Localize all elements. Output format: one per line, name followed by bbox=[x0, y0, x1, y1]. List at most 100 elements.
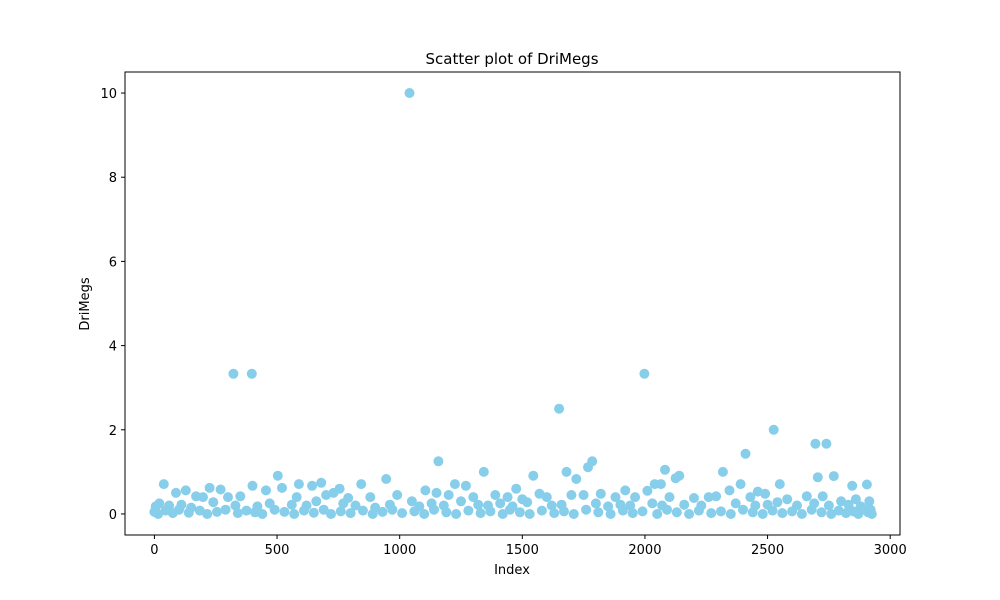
data-point bbox=[605, 509, 616, 519]
data-point bbox=[441, 507, 452, 518]
data-point bbox=[350, 500, 361, 511]
data-point bbox=[670, 473, 681, 484]
data-point bbox=[367, 509, 378, 519]
data-point bbox=[828, 471, 839, 482]
data-point bbox=[272, 470, 283, 481]
data-point bbox=[356, 479, 367, 490]
data-point bbox=[514, 507, 525, 518]
x-axis-label: Index bbox=[494, 563, 530, 578]
data-point bbox=[693, 505, 704, 516]
data-point bbox=[745, 492, 756, 503]
x-tick-label: 500 bbox=[265, 543, 290, 558]
data-point bbox=[630, 492, 641, 503]
data-point bbox=[581, 504, 592, 515]
data-point bbox=[335, 506, 346, 517]
data-point bbox=[279, 506, 290, 517]
data-point bbox=[730, 498, 741, 509]
data-point bbox=[198, 492, 208, 503]
data-point bbox=[524, 509, 535, 519]
data-point bbox=[180, 485, 191, 496]
data-point bbox=[823, 500, 834, 511]
y-axis-label: DriMegs bbox=[78, 277, 93, 330]
data-point bbox=[460, 480, 471, 491]
data-point bbox=[328, 487, 339, 498]
data-point bbox=[536, 505, 547, 516]
data-point bbox=[593, 507, 604, 518]
data-point bbox=[706, 508, 717, 519]
data-point bbox=[559, 506, 569, 517]
data-point bbox=[717, 466, 728, 477]
y-tick-label: 0 bbox=[109, 508, 117, 523]
data-point bbox=[387, 504, 398, 515]
data-point bbox=[404, 88, 415, 98]
data-point bbox=[812, 472, 823, 483]
data-point bbox=[625, 500, 636, 511]
data-point bbox=[639, 368, 650, 379]
data-point bbox=[397, 508, 408, 519]
y-tick-label: 10 bbox=[100, 87, 117, 102]
data-point bbox=[703, 492, 714, 503]
data-point bbox=[541, 492, 552, 503]
data-point bbox=[603, 501, 614, 512]
data-point bbox=[377, 506, 388, 517]
data-point bbox=[772, 497, 783, 508]
data-point bbox=[684, 509, 695, 519]
data-point bbox=[299, 505, 309, 516]
data-point bbox=[637, 506, 648, 517]
data-point bbox=[406, 496, 417, 507]
data-point bbox=[473, 499, 484, 510]
x-tick-label: 3000 bbox=[874, 543, 907, 558]
data-point bbox=[782, 494, 793, 505]
data-point bbox=[740, 448, 751, 459]
data-point bbox=[289, 509, 300, 519]
data-point bbox=[241, 505, 252, 516]
data-point bbox=[228, 368, 239, 379]
data-point bbox=[571, 474, 582, 484]
data-point bbox=[642, 485, 653, 496]
data-point bbox=[326, 509, 336, 519]
data-point bbox=[257, 509, 268, 519]
y-tick-label: 4 bbox=[109, 340, 117, 355]
data-point bbox=[311, 496, 322, 507]
data-point bbox=[760, 488, 771, 499]
data-point bbox=[392, 490, 403, 500]
data-point bbox=[247, 480, 258, 491]
data-point bbox=[689, 493, 699, 503]
data-point bbox=[810, 438, 821, 449]
data-point bbox=[595, 488, 606, 499]
data-point bbox=[549, 508, 560, 519]
data-point bbox=[232, 508, 243, 519]
data-point bbox=[269, 504, 280, 515]
data-point bbox=[431, 487, 442, 498]
data-point bbox=[787, 506, 798, 517]
data-point bbox=[212, 506, 222, 517]
data-point bbox=[235, 491, 246, 502]
data-point bbox=[620, 485, 631, 496]
data-point bbox=[261, 485, 271, 496]
data-point bbox=[307, 480, 318, 491]
data-point bbox=[497, 509, 508, 519]
data-point bbox=[671, 507, 682, 518]
data-point bbox=[767, 505, 778, 516]
data-point bbox=[420, 485, 431, 496]
data-point bbox=[578, 490, 589, 500]
data-point bbox=[568, 509, 579, 519]
data-point bbox=[449, 479, 460, 490]
data-point bbox=[806, 504, 817, 515]
data-point bbox=[485, 506, 496, 517]
data-point bbox=[429, 504, 439, 515]
x-axis: 0 500 1000 1500 2000 2500 3000 bbox=[150, 535, 907, 558]
data-point bbox=[171, 487, 181, 498]
data-point bbox=[338, 498, 349, 509]
data-point bbox=[679, 499, 690, 510]
data-point bbox=[451, 509, 462, 519]
data-point bbox=[861, 479, 872, 490]
data-point bbox=[546, 500, 557, 511]
data-point bbox=[502, 492, 513, 503]
data-point bbox=[610, 492, 621, 503]
data-point bbox=[505, 504, 515, 515]
data-point bbox=[528, 470, 539, 481]
x-tick-label: 0 bbox=[150, 543, 158, 558]
data-point bbox=[738, 504, 748, 515]
